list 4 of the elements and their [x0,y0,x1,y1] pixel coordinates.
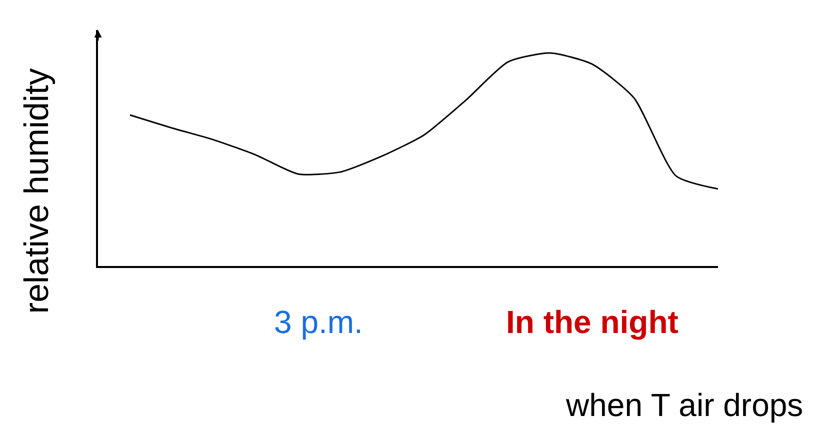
y-axis-title: relative humidity [18,68,56,314]
text: 3 p.m. [274,304,363,340]
text: In the night [506,304,679,340]
x-axis-title: when T air drops [565,387,804,423]
